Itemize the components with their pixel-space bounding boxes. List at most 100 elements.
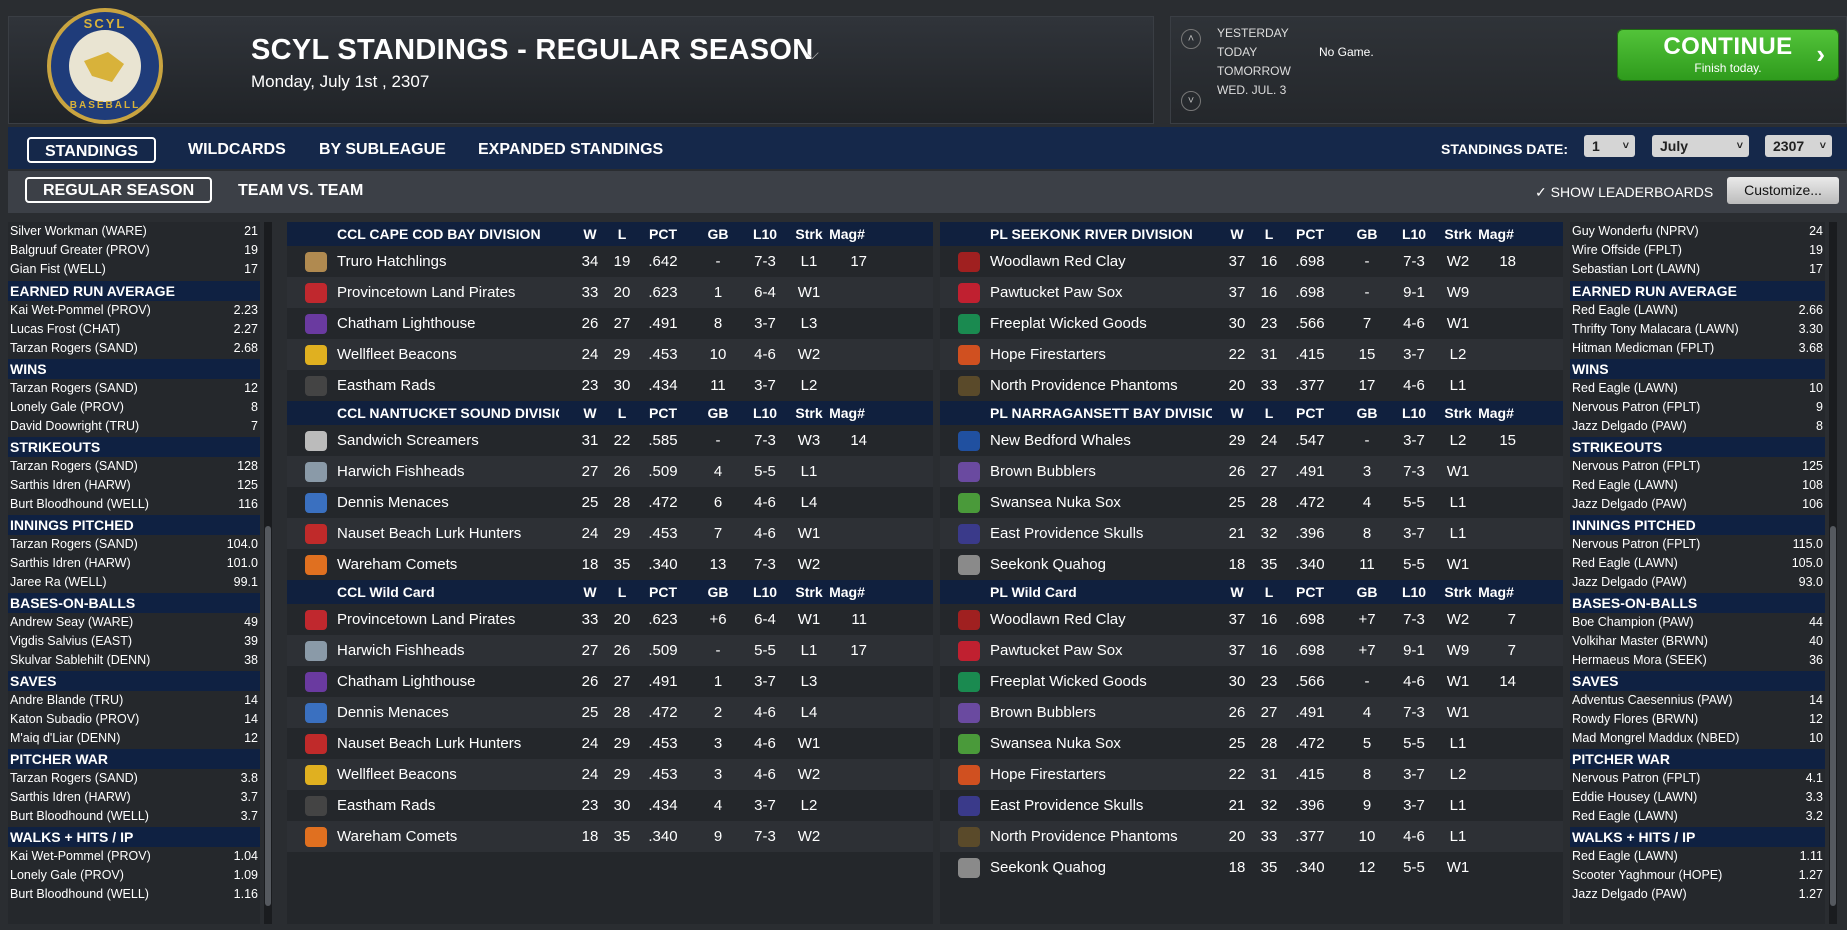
day-yesterday[interactable]: YESTERDAY <box>1217 26 1289 40</box>
team-name[interactable]: Sandwich Screamers <box>337 432 479 449</box>
team-name[interactable]: Wellfleet Beacons <box>337 346 457 363</box>
tab-by-subleague[interactable]: BY SUBLEAGUE <box>319 141 446 158</box>
team-name[interactable]: Dennis Menaces <box>337 704 449 721</box>
chevron-down-icon[interactable]: ⌵ <box>806 44 819 63</box>
table-row[interactable]: Eastham Rads 23 30 .434 11 3-7 L2 <box>287 370 933 401</box>
table-row[interactable]: North Providence Phantoms 20 33 .377 17 4-6 L1 <box>940 370 1563 401</box>
team-name[interactable]: Eastham Rads <box>337 377 436 394</box>
day-wed[interactable]: WED. JUL. 3 <box>1217 83 1287 97</box>
table-row[interactable]: Wareham Comets 18 35 .340 13 7-3 W2 <box>287 549 933 580</box>
team-name[interactable]: Hope Firestarters <box>990 766 1106 783</box>
table-row[interactable]: Wellfleet Beacons 24 29 .453 3 4-6 W2 <box>287 759 933 790</box>
table-row[interactable]: Hope Firestarters 22 31 .415 8 3-7 L2 <box>940 759 1563 790</box>
table-row[interactable]: Wellfleet Beacons 24 29 .453 10 4-6 W2 <box>287 339 933 370</box>
team-name[interactable]: Seekonk Quahog <box>990 556 1106 573</box>
team-name[interactable]: Chatham Lighthouse <box>337 673 476 690</box>
subtab-team-vs-team[interactable]: TEAM VS. TEAM <box>238 182 364 199</box>
team-name[interactable]: North Providence Phantoms <box>990 377 1178 394</box>
customize-button[interactable]: Customize... <box>1727 177 1839 204</box>
table-row[interactable]: Pawtucket Paw Sox 37 16 .698 +7 9-1 W9 7 <box>940 635 1563 666</box>
table-row[interactable]: Nauset Beach Lurk Hunters 24 29 .453 3 4-6 W1 <box>287 728 933 759</box>
table-row[interactable]: Chatham Lighthouse 26 27 .491 1 3-7 L3 <box>287 666 933 697</box>
table-row[interactable]: Pawtucket Paw Sox 37 16 .698 - 9-1 W9 <box>940 277 1563 308</box>
team-name[interactable]: Seekonk Quahog <box>990 859 1106 876</box>
team-name[interactable]: Brown Bubblers <box>990 463 1096 480</box>
team-name[interactable]: Chatham Lighthouse <box>337 315 476 332</box>
team-name[interactable]: Pawtucket Paw Sox <box>990 642 1123 659</box>
table-row[interactable]: Dennis Menaces 25 28 .472 6 4-6 L4 <box>287 487 933 518</box>
team-name[interactable]: Wareham Comets <box>337 828 458 845</box>
team-name[interactable]: Harwich Fishheads <box>337 463 465 480</box>
subtab-regular-season[interactable]: REGULAR SEASON <box>25 177 213 203</box>
team-name[interactable]: Provincetown Land Pirates <box>337 284 516 301</box>
table-row[interactable]: Swansea Nuka Sox 25 28 .472 5 5-5 L1 <box>940 728 1563 759</box>
team-name[interactable]: Dennis Menaces <box>337 494 449 511</box>
team-name[interactable]: New Bedford Whales <box>990 432 1131 449</box>
team-name[interactable]: Hope Firestarters <box>990 346 1106 363</box>
tab-wildcards[interactable]: WILDCARDS <box>188 141 286 158</box>
team-name[interactable]: Eastham Rads <box>337 797 436 814</box>
table-row[interactable]: East Providence Skulls 21 32 .396 9 3-7 L1 <box>940 790 1563 821</box>
team-name[interactable]: Nauset Beach Lurk Hunters <box>337 735 522 752</box>
table-row[interactable]: Chatham Lighthouse 26 27 .491 8 3-7 L3 <box>287 308 933 339</box>
team-name[interactable]: Pawtucket Paw Sox <box>990 284 1123 301</box>
stat-cell: L1 <box>800 463 818 480</box>
team-name[interactable]: Woodlawn Red Clay <box>990 611 1126 628</box>
table-row[interactable]: North Providence Phantoms 20 33 .377 10 4-6 L1 <box>940 821 1563 852</box>
team-name[interactable]: Wellfleet Beacons <box>337 766 457 783</box>
team-name[interactable]: East Providence Skulls <box>990 525 1144 542</box>
day-today[interactable]: TODAY <box>1217 45 1258 59</box>
right-scroll-thumb[interactable] <box>1830 526 1836 906</box>
table-row[interactable]: Provincetown Land Pirates 33 20 .623 1 6-4 W1 <box>287 277 933 308</box>
right-scrollbar[interactable] <box>1829 222 1837 924</box>
table-row[interactable]: Seekonk Quahog 18 35 .340 12 5-5 W1 <box>940 852 1563 883</box>
table-row[interactable]: East Providence Skulls 21 32 .396 8 3-7 L1 <box>940 518 1563 549</box>
table-row[interactable]: Woodlawn Red Clay 37 16 .698 +7 7-3 W2 7 <box>940 604 1563 635</box>
left-scroll-thumb[interactable] <box>265 526 271 906</box>
team-name[interactable]: Nauset Beach Lurk Hunters <box>337 525 522 542</box>
table-row[interactable]: Dennis Menaces 25 28 .472 2 4-6 L4 <box>287 697 933 728</box>
table-row[interactable]: Harwich Fishheads 27 26 .509 4 5-5 L1 <box>287 456 933 487</box>
tab-expanded-standings[interactable]: EXPANDED STANDINGS <box>478 141 664 158</box>
continue-button[interactable]: CONTINUE Finish today. › <box>1617 29 1839 81</box>
year-select[interactable]: 2307 ˅ <box>1765 135 1832 157</box>
leader-row: Jazz Delgado (PAW) 106 <box>1570 495 1825 514</box>
left-scrollbar[interactable] <box>264 222 272 924</box>
table-row[interactable]: Brown Bubblers 26 27 .491 3 7-3 W1 <box>940 456 1563 487</box>
team-name[interactable]: Freeplat Wicked Goods <box>990 673 1147 690</box>
table-row[interactable]: Freeplat Wicked Goods 30 23 .566 - 4-6 W1 14 <box>940 666 1563 697</box>
month-select[interactable]: July ˅ <box>1652 135 1749 157</box>
table-row[interactable]: Freeplat Wicked Goods 30 23 .566 7 4-6 W1 <box>940 308 1563 339</box>
table-row[interactable]: Woodlawn Red Clay 37 16 .698 - 7-3 W2 18 <box>940 246 1563 277</box>
team-name[interactable]: Freeplat Wicked Goods <box>990 315 1147 332</box>
table-row[interactable]: Wareham Comets 18 35 .340 9 7-3 W2 <box>287 821 933 852</box>
team-name[interactable]: Swansea Nuka Sox <box>990 494 1121 511</box>
team-name[interactable]: North Providence Phantoms <box>990 828 1178 845</box>
show-leaderboards-toggle[interactable]: ✓ SHOW LEADERBOARDS <box>1535 184 1713 201</box>
table-row[interactable]: Eastham Rads 23 30 .434 4 3-7 L2 <box>287 790 933 821</box>
table-row[interactable]: Nauset Beach Lurk Hunters 24 29 .453 7 4-6 W1 <box>287 518 933 549</box>
team-name[interactable]: Harwich Fishheads <box>337 642 465 659</box>
team-name[interactable]: Wareham Comets <box>337 556 458 573</box>
table-row[interactable]: Harwich Fishheads 27 26 .509 - 5-5 L1 17 <box>287 635 933 666</box>
team-name[interactable]: Truro Hatchlings <box>337 253 447 270</box>
team-name[interactable]: Swansea Nuka Sox <box>990 735 1121 752</box>
day-select[interactable]: 1 ˅ <box>1584 135 1635 157</box>
team-name[interactable]: Provincetown Land Pirates <box>337 611 516 628</box>
table-row[interactable]: Hope Firestarters 22 31 .415 15 3-7 L2 <box>940 339 1563 370</box>
chevron-up-icon[interactable]: ˄ <box>1181 29 1201 49</box>
table-row[interactable]: New Bedford Whales 29 24 .547 - 3-7 L2 15 <box>940 425 1563 456</box>
team-name[interactable]: Brown Bubblers <box>990 704 1096 721</box>
chevron-down-icon[interactable]: ˅ <box>1181 91 1201 111</box>
day-tomorrow[interactable]: TOMORROW <box>1217 64 1291 78</box>
stat-cell: W1 <box>797 735 821 752</box>
table-row[interactable]: Truro Hatchlings 34 19 .642 - 7-3 L1 17 <box>287 246 933 277</box>
table-row[interactable]: Provincetown Land Pirates 33 20 .623 +6 6-4 W1… <box>287 604 933 635</box>
tab-standings[interactable]: STANDINGS <box>27 137 157 163</box>
table-row[interactable]: Swansea Nuka Sox 25 28 .472 4 5-5 L1 <box>940 487 1563 518</box>
table-row[interactable]: Sandwich Screamers 31 22 .585 - 7-3 W3 14 <box>287 425 933 456</box>
table-row[interactable]: Seekonk Quahog 18 35 .340 11 5-5 W1 <box>940 549 1563 580</box>
table-row[interactable]: Brown Bubblers 26 27 .491 4 7-3 W1 <box>940 697 1563 728</box>
team-name[interactable]: Woodlawn Red Clay <box>990 253 1126 270</box>
team-name[interactable]: East Providence Skulls <box>990 797 1144 814</box>
